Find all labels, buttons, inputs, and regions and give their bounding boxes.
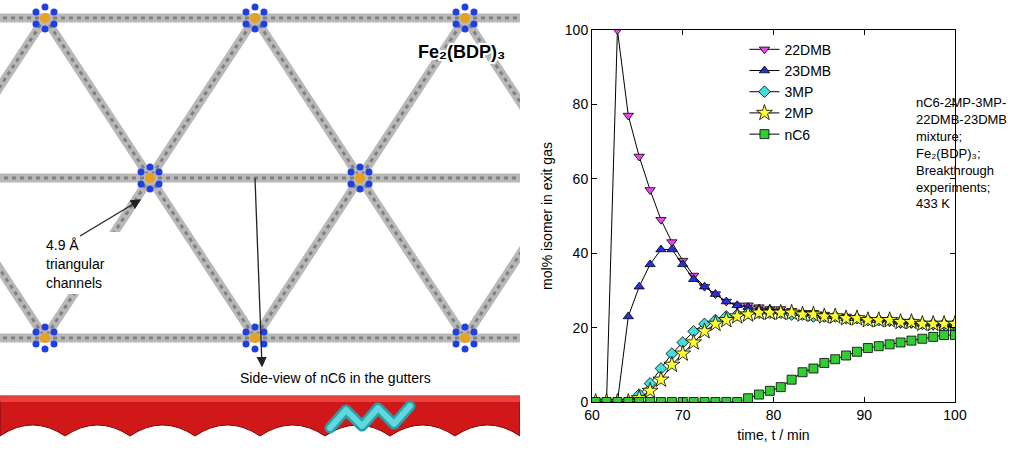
svg-text:channels: channels <box>46 275 102 291</box>
svg-text:40: 40 <box>573 245 589 261</box>
svg-text:90: 90 <box>856 407 872 423</box>
svg-text:20: 20 <box>573 320 589 336</box>
svg-text:80: 80 <box>573 96 589 112</box>
svg-text:60: 60 <box>573 171 589 187</box>
svg-text:22DMB: 22DMB <box>784 42 831 58</box>
svg-text:60: 60 <box>584 407 600 423</box>
svg-text:nC6: nC6 <box>784 127 810 143</box>
svg-text:100: 100 <box>565 22 589 38</box>
svg-text:23DMB: 23DMB <box>784 63 831 79</box>
svg-text:100: 100 <box>943 407 967 423</box>
svg-text:time, t / min: time, t / min <box>737 427 809 443</box>
svg-text:Fe₂(BDP)₃: Fe₂(BDP)₃ <box>418 42 505 62</box>
svg-text:2MP: 2MP <box>784 105 813 121</box>
svg-text:4.9 Å: 4.9 Å <box>46 237 79 253</box>
svg-text:3MP: 3MP <box>784 84 813 100</box>
svg-text:nC6-2MP-3MP-22DMB-23DMBmixture: nC6-2MP-3MP-22DMB-23DMBmixture;Fe₂(BDP)₃… <box>916 95 1007 211</box>
svg-text:mol% isomer in exit gas: mol% isomer in exit gas <box>539 142 555 290</box>
svg-text:80: 80 <box>766 407 782 423</box>
svg-text:Side-view of nC6 in the gutter: Side-view of nC6 in the gutters <box>240 370 431 386</box>
svg-text:triangular: triangular <box>46 256 105 272</box>
svg-text:0: 0 <box>580 394 588 410</box>
svg-text:70: 70 <box>675 407 691 423</box>
